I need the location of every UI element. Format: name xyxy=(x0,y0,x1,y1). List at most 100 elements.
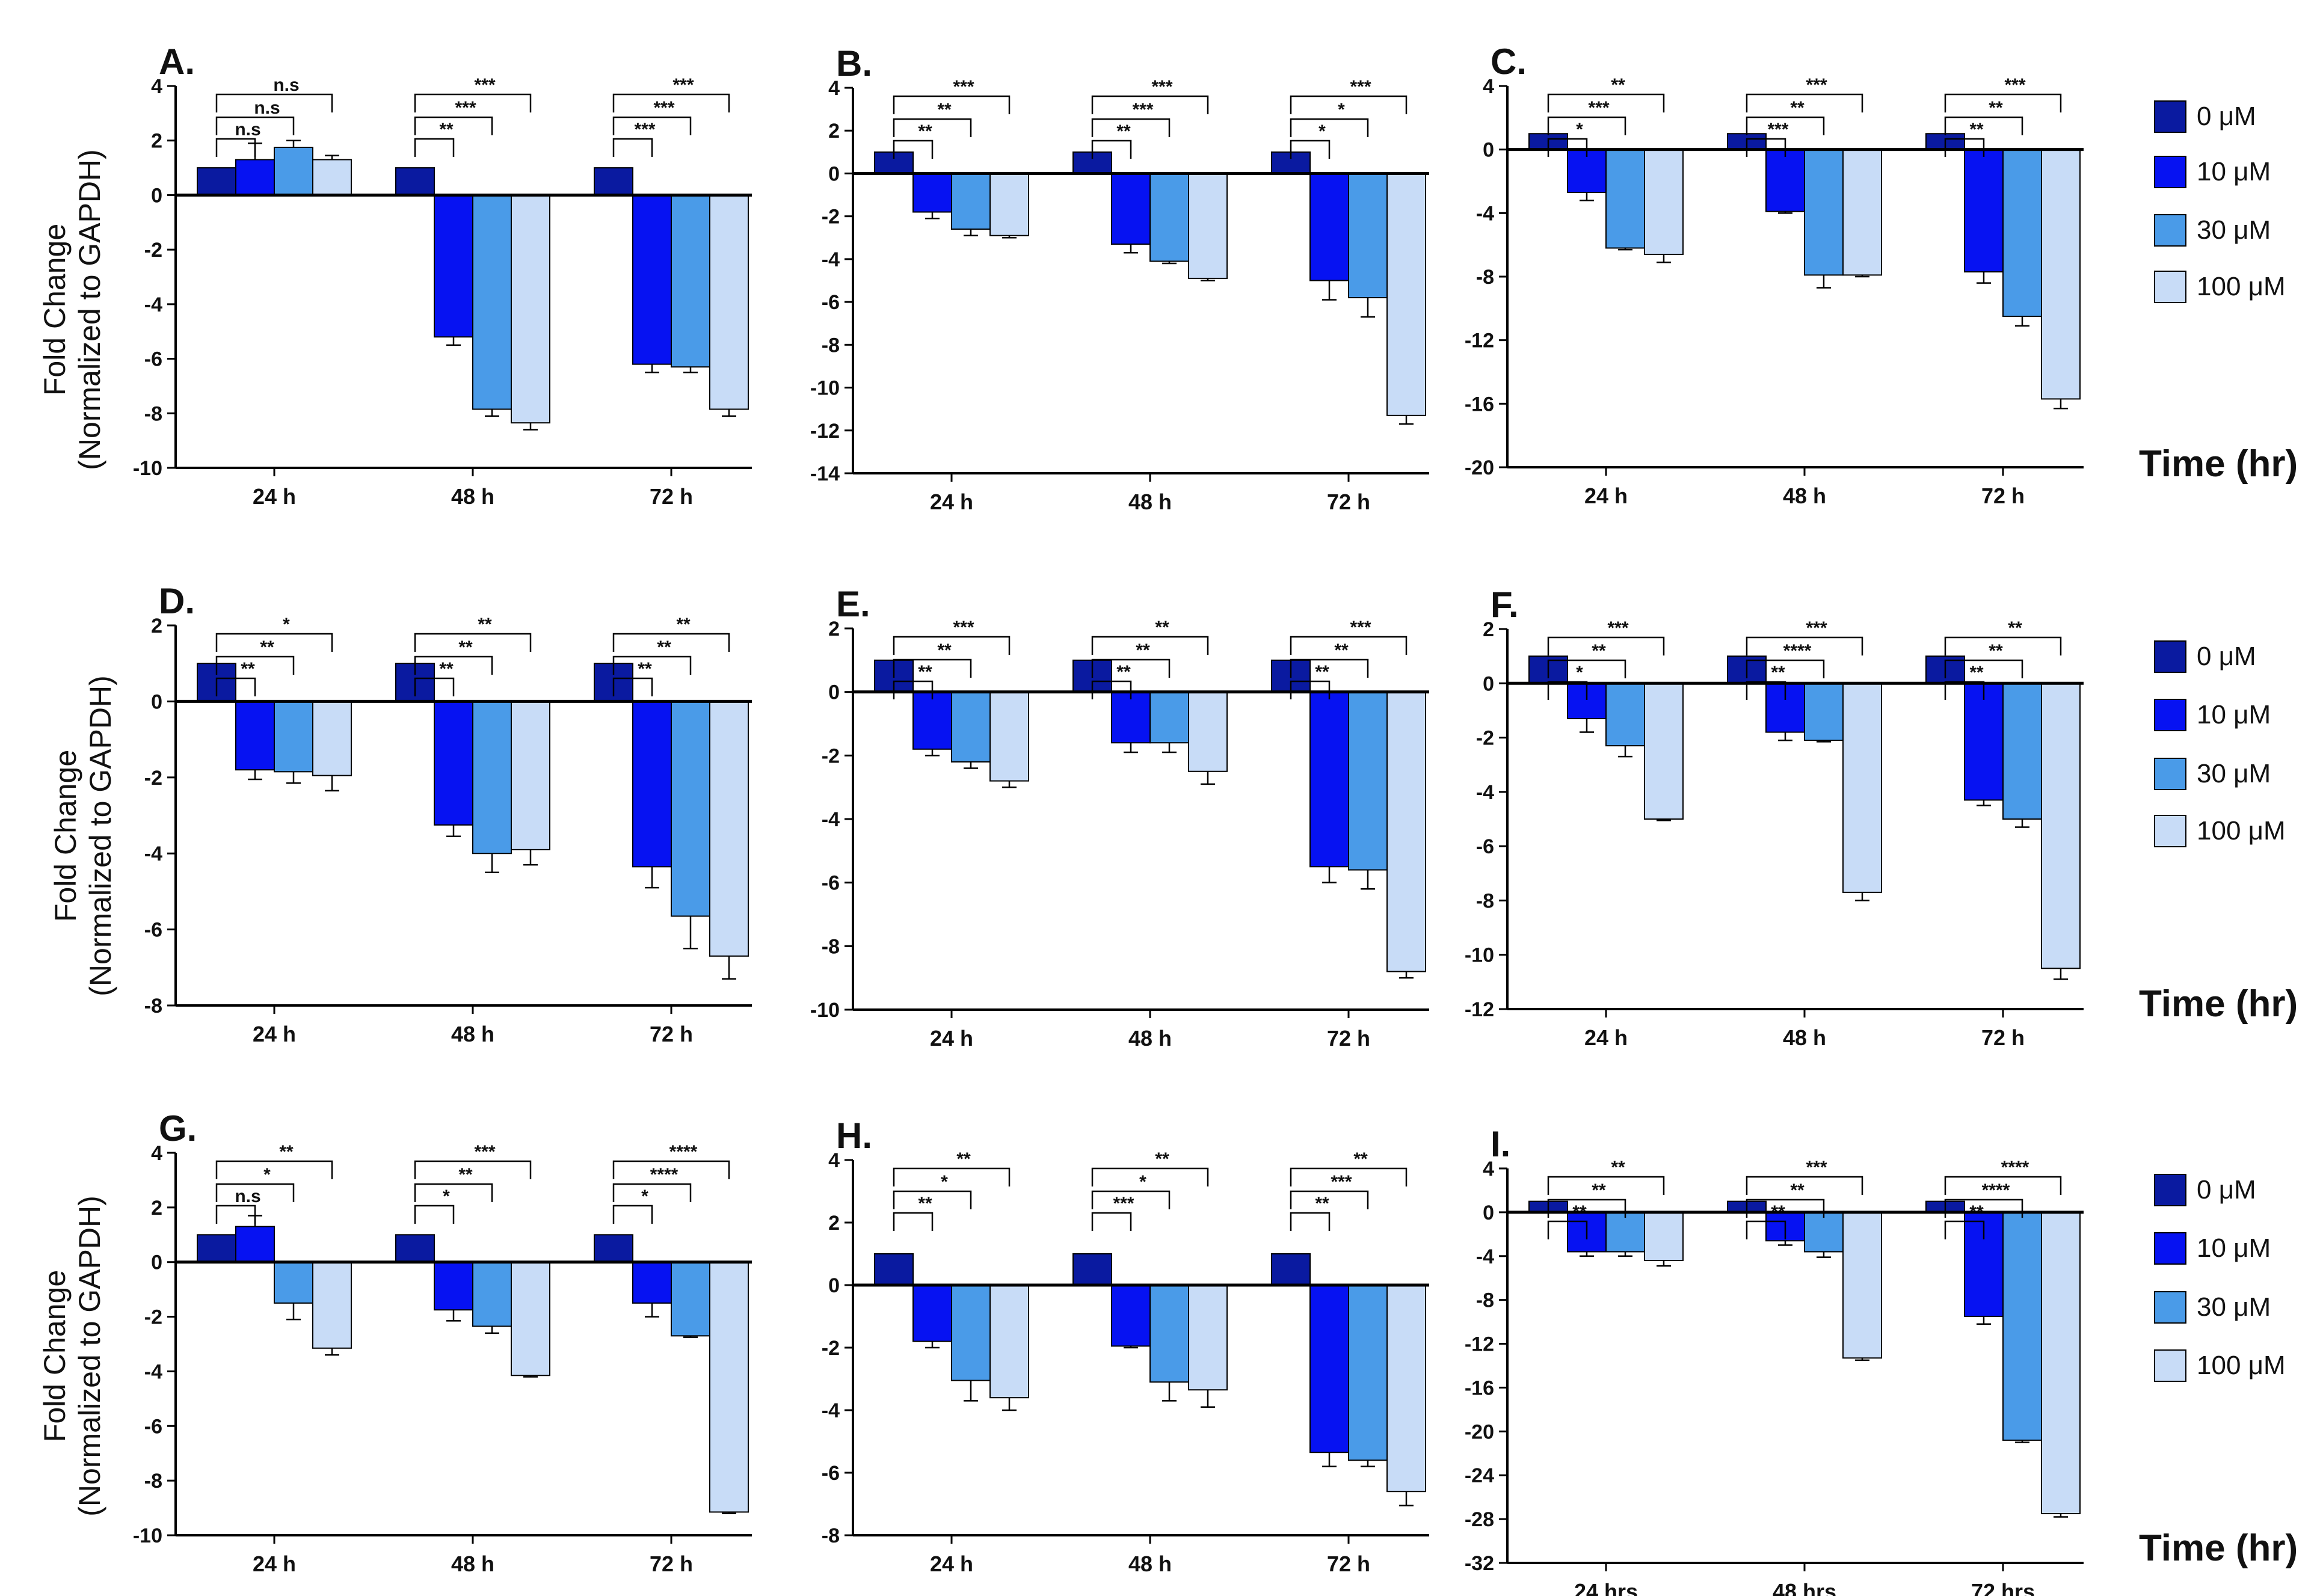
x-tick-label: 72 h xyxy=(1981,1025,2025,1050)
significance-bracket xyxy=(1290,140,1331,159)
x-tick-label: 24 h xyxy=(1584,1025,1628,1050)
significance-bracket xyxy=(414,116,493,135)
bar xyxy=(312,159,352,196)
bar xyxy=(989,1284,1029,1399)
panel-letter: B. xyxy=(836,43,872,84)
significance-bracket xyxy=(1091,636,1209,655)
bar xyxy=(1111,173,1151,245)
x-tick-label: 72 h xyxy=(650,484,693,509)
bar xyxy=(912,691,952,750)
bar xyxy=(395,167,435,196)
x-tick-label: 48 hrs xyxy=(1773,1579,1836,1596)
significance-label: ** xyxy=(1315,1194,1329,1214)
significance-label: ** xyxy=(439,120,454,140)
significance-bracket xyxy=(1746,636,1863,655)
significance-bracket xyxy=(1091,1212,1132,1231)
significance-bracket xyxy=(215,1205,256,1224)
significance-label: *** xyxy=(474,75,495,95)
bar xyxy=(594,167,633,196)
legend-label-30uM: 30 μM xyxy=(2197,759,2271,788)
bar xyxy=(989,691,1029,782)
y-tick-label: 4 xyxy=(151,75,162,98)
significance-label: n.s xyxy=(254,98,280,118)
bar xyxy=(951,691,991,763)
legend-swatch-10uM xyxy=(2154,156,2186,188)
significance-label: * xyxy=(283,615,290,634)
bar xyxy=(2002,1211,2042,1441)
y-tick-label: -4 xyxy=(822,1399,840,1422)
significance-label: ** xyxy=(1592,641,1606,661)
y-tick-label: -8 xyxy=(822,935,840,958)
significance-label: ** xyxy=(1353,1149,1368,1169)
significance-bracket xyxy=(414,633,532,652)
legend-swatch-10uM xyxy=(2154,1232,2186,1265)
significance-bracket xyxy=(1944,636,2062,655)
bar xyxy=(632,701,672,868)
bar xyxy=(1386,1284,1426,1493)
significance-label: ** xyxy=(657,637,671,657)
significance-bracket xyxy=(1290,1212,1331,1231)
bar xyxy=(395,1234,435,1263)
bar xyxy=(1271,151,1311,174)
legend-label-0uM: 0 μM xyxy=(2197,102,2256,131)
significance-label: ** xyxy=(1116,121,1131,141)
bar xyxy=(594,1234,633,1263)
significance-label: ** xyxy=(1334,640,1349,660)
significance-bracket xyxy=(1091,95,1209,114)
bar xyxy=(1964,683,2004,801)
legend-label-10uM: 10 μM xyxy=(2197,157,2271,186)
significance-bracket xyxy=(215,677,256,696)
bar xyxy=(312,1261,352,1349)
bar xyxy=(709,194,749,410)
legend-row-1: 0 μM 10 μM 30 μM 100 μM xyxy=(2154,100,2286,303)
significance-bracket xyxy=(612,677,653,696)
y-tick-label: -20 xyxy=(1465,456,1494,479)
y-axis-label-row-2: Fold Change (Normalized to GAPDH) xyxy=(49,675,117,996)
legend-label-100uM: 100 μM xyxy=(2197,1351,2286,1380)
bar xyxy=(1644,683,1684,820)
y-tick-label: -2 xyxy=(822,1337,840,1360)
significance-label: ** xyxy=(937,100,952,120)
x-tick-label: 48 h xyxy=(451,1551,494,1576)
significance-bracket xyxy=(612,116,692,135)
significance-bracket xyxy=(612,1183,692,1202)
bar xyxy=(989,173,1029,236)
legend-swatch-30uM xyxy=(2154,758,2186,790)
x-tick-label: 48 h xyxy=(1783,483,1826,508)
y-tick-label: -4 xyxy=(144,293,162,316)
significance-bracket xyxy=(612,1160,730,1179)
y-tick-label: -16 xyxy=(1465,393,1494,416)
significance-bracket xyxy=(1091,140,1132,159)
significance-label: ** xyxy=(638,659,652,679)
significance-label: ** xyxy=(241,659,255,679)
significance-bracket xyxy=(1746,1220,1786,1239)
bar xyxy=(2041,1211,2081,1515)
significance-bracket xyxy=(1290,636,1408,655)
x-tick-label: 24 h xyxy=(930,490,973,514)
significance-bracket xyxy=(893,658,972,678)
panel-letter: D. xyxy=(159,581,195,621)
significance-bracket xyxy=(1547,93,1665,112)
y-tick-label: -16 xyxy=(1465,1377,1494,1399)
y-tick-label: -8 xyxy=(144,402,162,425)
significance-bracket xyxy=(1547,1176,1665,1195)
y-tick-label: 0 xyxy=(828,162,840,185)
significance-label: ** xyxy=(478,615,492,634)
bar xyxy=(1149,173,1189,262)
significance-label: *** xyxy=(1331,1172,1352,1192)
significance-label: ** xyxy=(1611,1158,1625,1177)
significance-label: **** xyxy=(650,1165,678,1185)
significance-label: ** xyxy=(1989,641,2003,661)
significance-bracket xyxy=(414,93,532,112)
panel-d: D.20-2-4-6-824 h*****48 h******72 h*****… xyxy=(144,581,752,1046)
y-tick-label: 4 xyxy=(828,1149,840,1172)
bar xyxy=(951,1284,991,1381)
significance-label: *** xyxy=(1607,618,1628,638)
y-tick-label: -6 xyxy=(144,348,162,371)
bar xyxy=(1188,691,1228,772)
y-tick-label: 4 xyxy=(151,1142,162,1165)
x-tick-label: 72 h xyxy=(650,1551,693,1576)
